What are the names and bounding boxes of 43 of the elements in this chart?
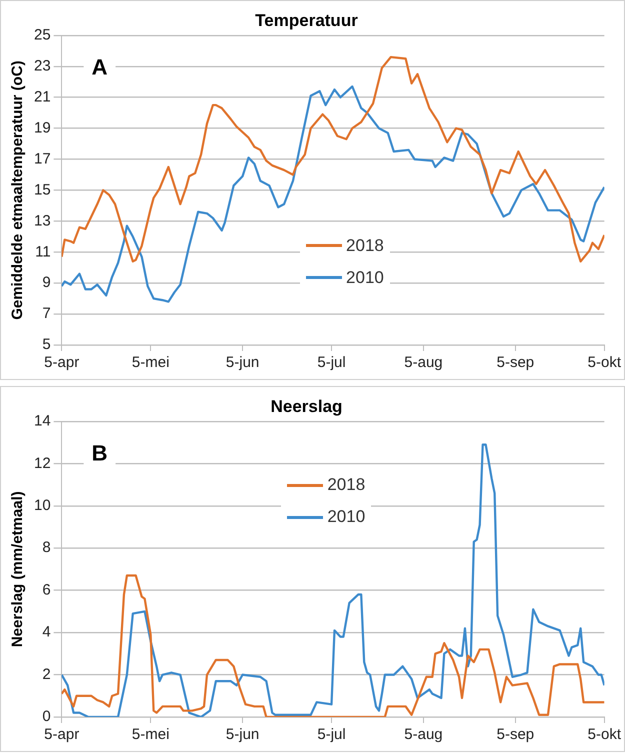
legend-label: 2018 xyxy=(346,236,384,256)
y-tick-label: 8 xyxy=(42,539,51,556)
x-tick-label: 5-jul xyxy=(317,726,346,744)
y-tick-label: 6 xyxy=(42,581,51,598)
x-tick-label: 5-sep xyxy=(496,726,534,744)
y-tick-label: 25 xyxy=(34,26,51,44)
x-tick-label: 5-sep xyxy=(496,354,534,372)
annotation: A xyxy=(92,54,108,80)
x-tick-label: 5-jun xyxy=(226,726,260,744)
y-tick-label: 15 xyxy=(34,181,51,198)
x-tick-label: 5-mei xyxy=(132,726,170,744)
y-tick-label: 14 xyxy=(34,412,51,430)
x-tick-label: 5-okt xyxy=(588,726,622,744)
y-tick-label: 19 xyxy=(34,119,51,136)
x-tick-label: 5-jul xyxy=(317,354,346,372)
legend-label: 2010 xyxy=(346,268,384,288)
y-axis-title: Gemiddelde etmaaltemperatuur (oC) xyxy=(9,60,26,320)
x-tick-label: 5-okt xyxy=(588,354,622,372)
y-tick-label: 23 xyxy=(34,58,51,74)
y-tick-label: 13 xyxy=(34,212,51,230)
y-tick-label: 4 xyxy=(42,624,51,641)
x-tick-label: 5-jun xyxy=(226,354,260,372)
y-tick-label: 2 xyxy=(42,666,51,683)
y-tick-label: 12 xyxy=(34,454,51,472)
y-tick-label: 21 xyxy=(34,88,51,106)
chart-title: Temperatuur xyxy=(255,10,358,30)
x-tick-label: 5-apr xyxy=(44,726,80,744)
y-tick-label: 17 xyxy=(34,150,51,168)
x-tick-label: 5-apr xyxy=(44,354,80,372)
legend-label: 2010 xyxy=(327,507,366,528)
y-tick-label: 0 xyxy=(42,708,51,726)
x-tick-label: 5-aug xyxy=(404,726,443,744)
y-tick-label: 5 xyxy=(42,336,51,354)
y-tick-label: 7 xyxy=(42,305,51,322)
y-tick-label: 10 xyxy=(34,497,51,514)
x-tick-label: 5-aug xyxy=(404,354,443,372)
y-axis-title: Neerslag (mm/etmaal) xyxy=(9,491,26,648)
x-tick-label: 5-mei xyxy=(132,354,170,372)
legend-label: 2018 xyxy=(327,475,366,496)
y-tick-label: 11 xyxy=(35,243,51,260)
annotation: B xyxy=(92,440,108,466)
chart-title: Neerslag xyxy=(270,396,342,416)
y-tick-label: 9 xyxy=(42,274,51,292)
